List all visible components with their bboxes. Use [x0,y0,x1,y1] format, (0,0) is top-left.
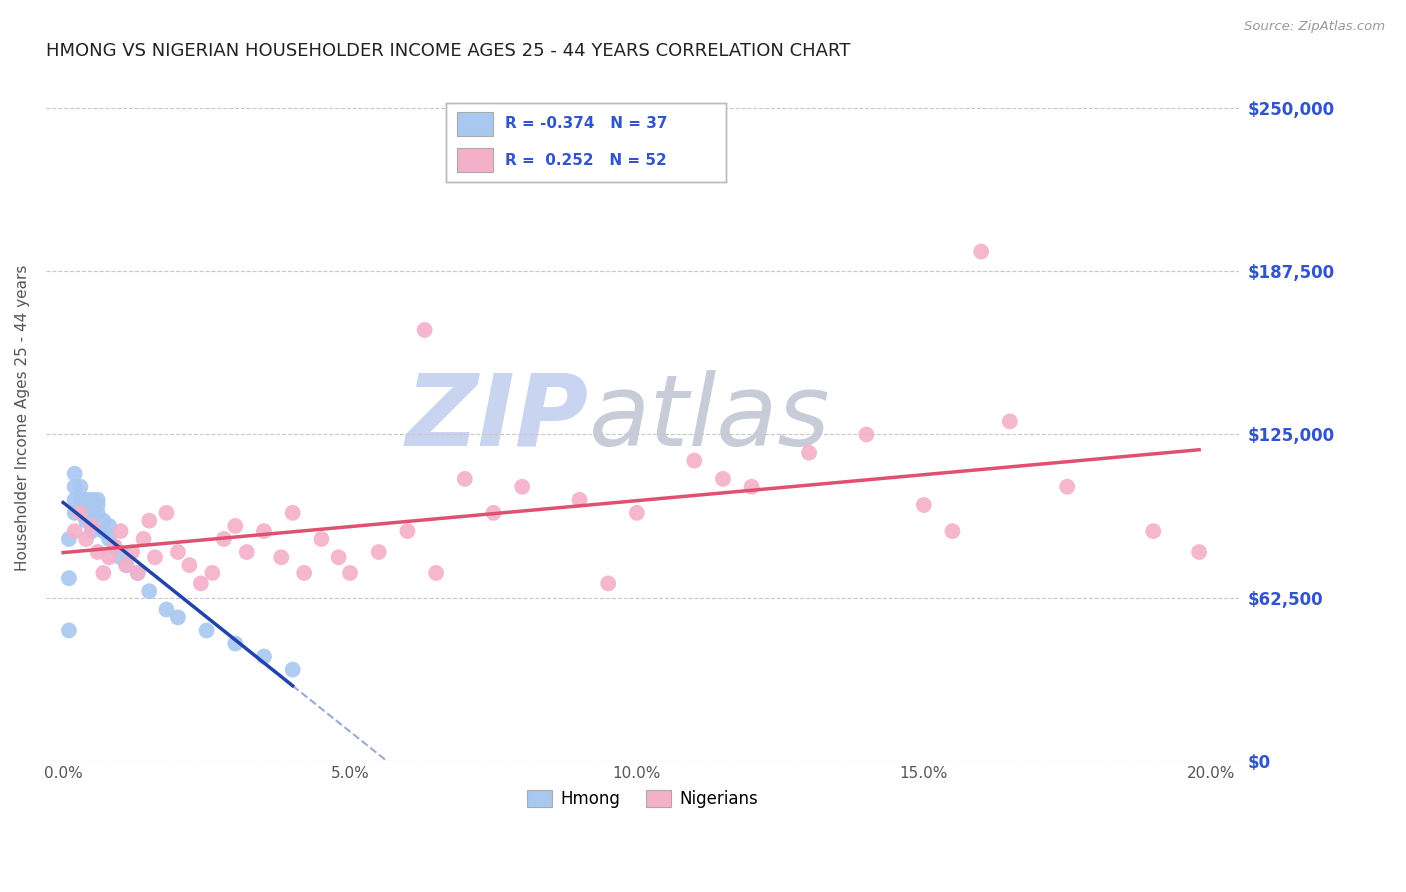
Point [425,566,447,580]
Point [63,492,86,507]
Point [80,492,103,507]
Point [80,519,103,533]
Point [1142,524,1164,538]
Point [855,427,877,442]
Point [80,498,103,512]
Point [1056,480,1078,494]
Point [86,492,108,507]
Point [413,323,436,337]
Point [58,571,80,585]
Point [80,506,103,520]
Text: HMONG VS NIGERIAN HOUSEHOLDER INCOME AGES 25 - 44 YEARS CORRELATION CHART: HMONG VS NIGERIAN HOUSEHOLDER INCOME AGE… [46,42,851,60]
Point [110,524,132,538]
Point [143,550,166,565]
Point [281,506,304,520]
Point [104,540,127,554]
Point [93,524,115,538]
Point [970,244,993,259]
Point [598,576,620,591]
Point [115,558,138,573]
Point [86,498,108,512]
Point [797,446,820,460]
Point [75,514,97,528]
Text: atlas: atlas [589,369,831,467]
Point [104,540,127,554]
Point [69,506,91,520]
Point [454,472,477,486]
Point [510,480,533,494]
Point [998,414,1021,428]
Point [93,566,115,580]
Text: Source: ZipAtlas.com: Source: ZipAtlas.com [1244,20,1385,33]
Point [63,480,86,494]
Point [568,492,591,507]
Point [69,506,91,520]
Point [155,506,177,520]
Point [63,524,86,538]
Point [941,524,963,538]
Point [167,610,190,624]
Point [132,532,155,546]
Point [127,566,149,580]
Point [367,545,389,559]
Point [93,514,115,528]
Point [224,636,246,650]
Point [482,506,505,520]
Point [155,602,177,616]
Point [75,532,97,546]
Point [253,649,276,664]
Point [80,514,103,528]
Point [98,550,121,565]
Point [253,524,276,538]
Point [224,519,246,533]
Legend: Hmong, Nigerians: Hmong, Nigerians [520,783,765,814]
Point [281,663,304,677]
Point [121,545,143,559]
Point [626,506,648,520]
Point [270,550,292,565]
Point [683,453,706,467]
Y-axis label: Householder Income Ages 25 - 44 years: Householder Income Ages 25 - 44 years [15,265,30,572]
Point [69,506,91,520]
Point [75,498,97,512]
Point [138,584,160,599]
Point [711,472,734,486]
Point [292,566,315,580]
Point [195,624,218,638]
Point [236,545,259,559]
Point [98,519,121,533]
Point [58,532,80,546]
Point [98,532,121,546]
Point [396,524,419,538]
Point [69,492,91,507]
Point [311,532,333,546]
Point [328,550,350,565]
Point [86,506,108,520]
Point [127,566,149,580]
Point [80,524,103,538]
Point [212,532,235,546]
Point [69,480,91,494]
Point [110,550,132,565]
Point [190,576,212,591]
Point [179,558,201,573]
Point [339,566,361,580]
Point [58,624,80,638]
Point [912,498,935,512]
Point [1188,545,1211,559]
Point [167,545,190,559]
Point [63,506,86,520]
Point [86,545,108,559]
Point [138,514,160,528]
Point [75,492,97,507]
Point [201,566,224,580]
Point [63,467,86,481]
Point [115,558,138,573]
Point [741,480,763,494]
Text: ZIP: ZIP [406,369,589,467]
